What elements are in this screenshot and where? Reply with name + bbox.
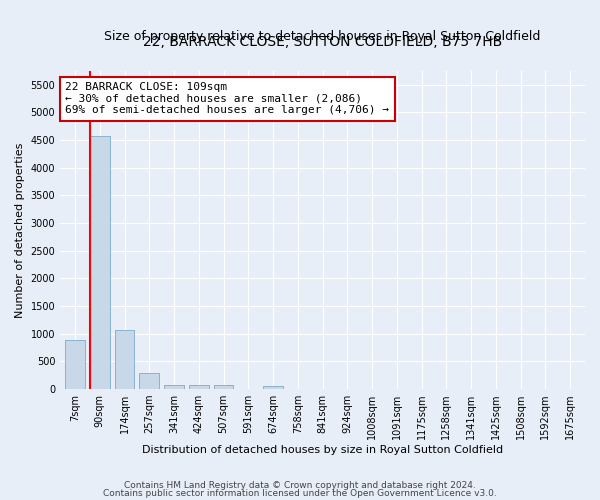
Bar — [65, 340, 85, 389]
Text: Contains HM Land Registry data © Crown copyright and database right 2024.: Contains HM Land Registry data © Crown c… — [124, 481, 476, 490]
Bar — [214, 385, 233, 389]
Y-axis label: Number of detached properties: Number of detached properties — [15, 142, 25, 318]
Text: Contains public sector information licensed under the Open Government Licence v3: Contains public sector information licen… — [103, 488, 497, 498]
Text: 22, BARRACK CLOSE, SUTTON COLDFIELD, B75 7HB: 22, BARRACK CLOSE, SUTTON COLDFIELD, B75… — [143, 34, 502, 48]
Bar — [189, 385, 209, 389]
Bar — [139, 373, 159, 389]
Text: 22 BARRACK CLOSE: 109sqm
← 30% of detached houses are smaller (2,086)
69% of sem: 22 BARRACK CLOSE: 109sqm ← 30% of detach… — [65, 82, 389, 116]
Bar — [90, 136, 110, 389]
Bar — [164, 384, 184, 389]
Bar — [263, 386, 283, 389]
X-axis label: Distribution of detached houses by size in Royal Sutton Coldfield: Distribution of detached houses by size … — [142, 445, 503, 455]
Title: Size of property relative to detached houses in Royal Sutton Coldfield: Size of property relative to detached ho… — [104, 30, 541, 44]
Bar — [115, 330, 134, 389]
